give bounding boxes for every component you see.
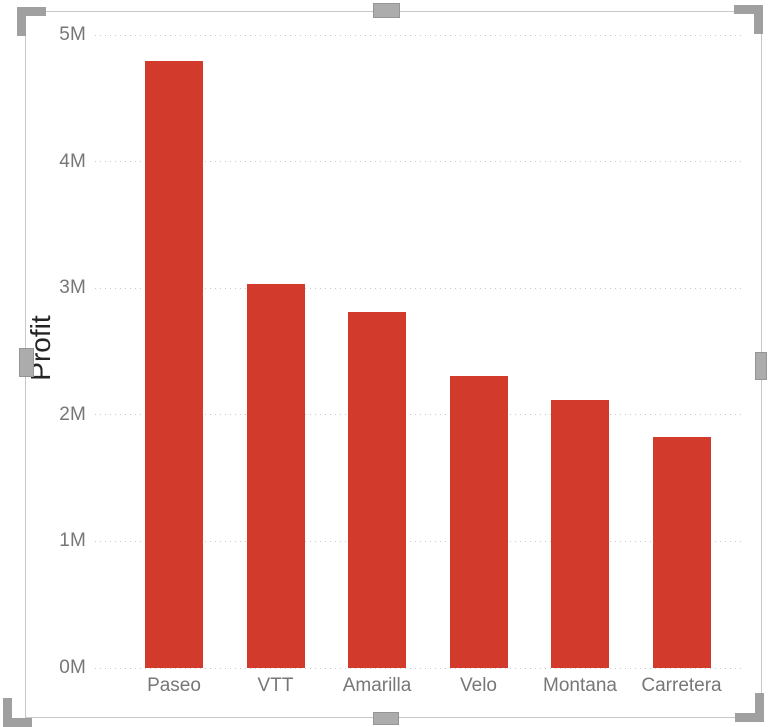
gridline-1M [95, 540, 743, 542]
x-axis-category-label: Montana [543, 675, 617, 696]
resize-handle-top[interactable] [373, 3, 400, 18]
bar-carretera[interactable] [652, 436, 711, 668]
bar-paseo[interactable] [145, 60, 203, 668]
resize-handle-left[interactable] [19, 348, 34, 377]
gridline-5M [95, 34, 743, 36]
resize-handle-top-right[interactable] [734, 5, 763, 34]
resize-handle-bottom-right[interactable] [735, 693, 764, 722]
resize-handle-top-left[interactable] [17, 7, 46, 36]
bar-velo[interactable] [449, 376, 508, 668]
bar-montana[interactable] [551, 400, 609, 668]
y-axis-tick-label: 1M [59, 530, 86, 552]
y-axis-tick-label: 5M [59, 24, 86, 45]
gridline-4M [95, 161, 743, 163]
gridline-0M [95, 667, 743, 669]
bar-amarilla[interactable] [348, 311, 406, 668]
x-axis-category-label: Paseo [147, 675, 201, 696]
resize-handle-right[interactable] [755, 352, 767, 380]
y-axis-tick-label: 3M [59, 277, 86, 299]
gridline-2M [95, 414, 743, 416]
selection-border[interactable] [25, 11, 762, 718]
y-axis-tick-label: 0M [59, 657, 86, 678]
gridline-3M [95, 287, 743, 289]
y-axis-tick-label: 2M [59, 403, 86, 425]
x-axis-category-label: Carretera [641, 675, 722, 696]
y-axis-tick-label: 4M [59, 150, 86, 172]
x-axis-category-label: VTT [257, 675, 294, 696]
resize-handle-bottom-left[interactable] [3, 698, 32, 727]
resize-handle-bottom[interactable] [373, 712, 399, 725]
x-axis-category-label: Amarilla [342, 675, 412, 696]
bar-vtt[interactable] [246, 283, 305, 668]
x-axis-category-label: Velo [460, 675, 497, 696]
